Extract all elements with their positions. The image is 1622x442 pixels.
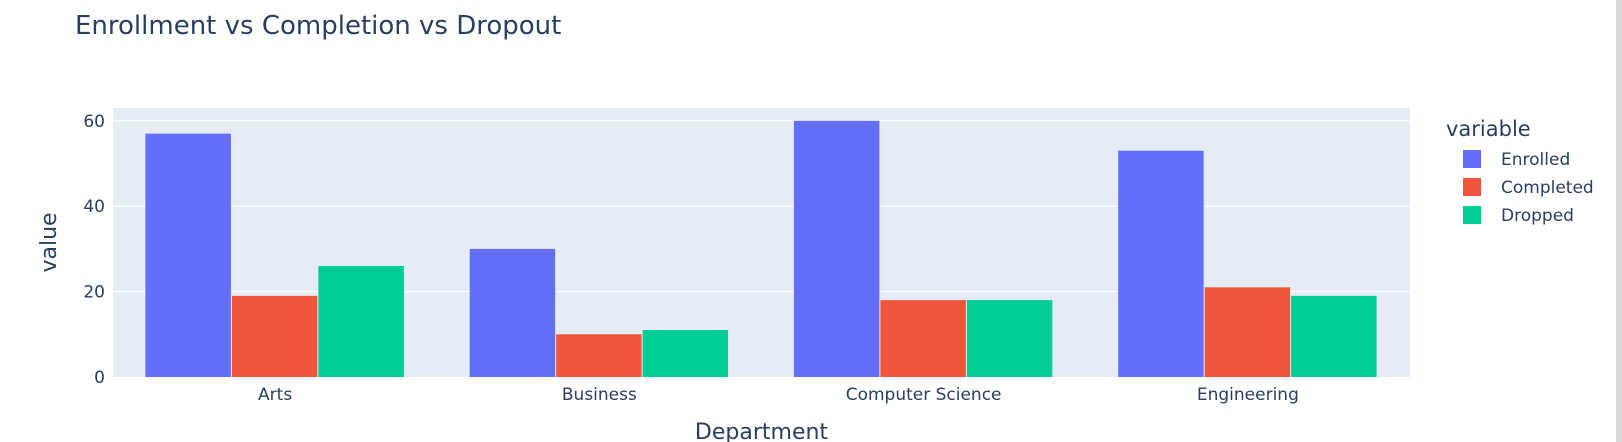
legend-items: Enrolled Completed Dropped [1463,150,1594,226]
legend-label: Enrolled [1501,150,1570,170]
x-tick-label: Engineering [1197,385,1299,405]
bar[interactable] [318,265,404,377]
x-axis-ticks: Arts Business Computer Science Engineering [258,385,1299,405]
legend-label: Completed [1501,178,1594,198]
bar[interactable] [642,330,729,377]
legend-item[interactable]: Completed [1463,178,1594,198]
bar[interactable] [145,133,231,377]
bar[interactable] [880,300,966,377]
legend-label: Dropped [1501,206,1574,226]
y-tick-label: 20 [83,283,105,303]
bar[interactable] [966,300,1053,377]
legend: variable Enrolled Completed Dropped [1446,117,1594,226]
x-tick-label: Computer Science [846,385,1002,405]
chart-title: Enrollment vs Completion vs Dropout [75,11,561,41]
bar[interactable] [1118,150,1204,377]
legend-item[interactable]: Dropped [1463,206,1574,226]
legend-item[interactable]: Enrolled [1463,150,1570,170]
legend-swatch [1463,178,1481,196]
x-tick-label: Business [562,385,637,405]
bar[interactable] [556,334,642,377]
bars-layer [145,120,1377,378]
y-axis-title: value [37,212,62,272]
bar[interactable] [1204,287,1291,377]
y-tick-label: 60 [83,112,105,132]
bar[interactable] [231,295,318,377]
legend-swatch [1463,150,1481,168]
bar[interactable] [469,248,556,377]
y-tick-label: 40 [83,197,105,217]
x-tick-label: Arts [258,385,292,405]
legend-title: variable [1446,117,1531,141]
bar[interactable] [793,120,880,378]
x-axis-title: Department [695,420,829,442]
y-axis-ticks: 0 20 40 60 [83,112,105,388]
window-edge [1616,0,1622,442]
legend-swatch [1463,206,1481,224]
bar[interactable] [1291,295,1377,377]
y-tick-label: 0 [94,368,105,388]
